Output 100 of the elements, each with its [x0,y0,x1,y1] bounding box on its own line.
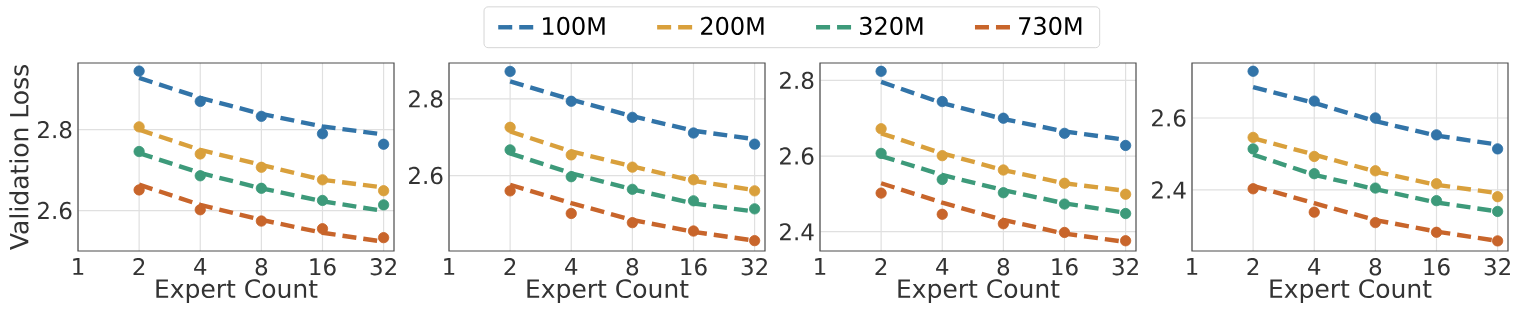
point [1120,139,1132,152]
x-tick-label: 8 [997,258,1010,276]
legend-label: 100M [543,16,605,36]
point [936,173,948,186]
x-tick-label: 1 [444,258,455,275]
point [1058,127,1071,139]
point [1430,226,1443,238]
point [687,225,700,237]
point [378,138,390,150]
x-tick-label: 1 [815,258,826,275]
point [875,65,887,77]
point [626,161,638,173]
point [565,149,577,161]
x-tick-label: 4 [936,258,949,275]
point [875,187,887,199]
x-tick-label: 32 [741,258,767,276]
point [378,199,390,211]
point [1308,95,1320,107]
point [1369,216,1381,229]
point [1247,131,1259,143]
x-tick-label: 8 [1369,258,1382,276]
point [504,65,516,78]
point [997,187,1009,199]
point [1492,143,1504,155]
y-tick-label: 2.6 [780,147,814,165]
x-tick-label: 2 [875,258,887,276]
point [504,144,516,156]
point [997,164,1009,176]
point [565,95,577,107]
point [316,223,329,235]
point [255,110,267,122]
point [749,203,761,215]
x-tick-label: 2 [133,258,145,276]
y-tick-label: 2.8 [409,90,443,108]
x-tick-label: 8 [626,258,639,276]
point [1369,182,1381,194]
point [1430,129,1443,141]
point [1308,150,1320,163]
y-tick-label: 2.4 [1152,181,1186,199]
x-tick-label: 4 [194,258,207,275]
point [1430,195,1443,207]
point [1369,112,1381,124]
y-tick-label: 2.8 [38,121,72,139]
y-tick-label: 2.8 [780,71,814,90]
y-tick-label: 2.6 [1152,109,1186,127]
point [1247,143,1259,155]
y-tick-label: 2.4 [780,223,814,241]
x-axis-title: Expert Count [898,279,1060,303]
point [378,232,390,244]
point [316,174,329,186]
legend-label: 320M [860,16,923,36]
x-tick-label: 32 [1484,258,1510,276]
x-tick-label: 16 [310,258,336,276]
legend-label: 200M [701,16,764,36]
y-tick-label: 2.6 [38,201,72,220]
point [255,161,267,173]
point [504,185,516,197]
point [1430,178,1443,190]
point [1308,168,1320,180]
x-axis-title: Expert Count [527,279,689,303]
point [749,185,761,197]
point [997,112,1009,124]
x-tick-label: 16 [1052,258,1078,276]
point [255,182,267,194]
point [1247,183,1259,195]
x-tick-label: 32 [370,258,396,276]
x-tick-label: 2 [1247,258,1259,276]
point [194,148,206,160]
point [378,185,390,197]
x-axis-title: Expert Count [1270,279,1432,303]
point [936,150,948,162]
x-tick-label: 1 [73,258,84,275]
point [626,111,638,123]
point [749,138,761,150]
point [133,145,145,158]
x-axis-title: Expert Count [156,279,318,303]
point [1058,226,1071,239]
point [1308,206,1320,218]
point [133,65,145,77]
point [1492,205,1504,218]
point [194,95,206,107]
point [936,95,948,108]
x-tick-label: 16 [681,258,707,276]
x-tick-label: 16 [1424,258,1450,276]
x-tick-label: 4 [565,258,578,275]
x-tick-label: 4 [1308,258,1321,275]
point [749,235,761,247]
x-tick-label: 1 [1187,258,1198,275]
point [1058,177,1071,189]
point [1120,235,1132,247]
x-tick-label: 32 [1112,258,1138,276]
point [194,204,206,216]
point [504,121,516,133]
point [1247,65,1259,77]
point [316,128,329,140]
point [626,183,638,195]
point [1058,198,1071,210]
point [133,121,145,133]
y-tick-label: 2.6 [409,166,443,185]
point [1492,235,1504,247]
